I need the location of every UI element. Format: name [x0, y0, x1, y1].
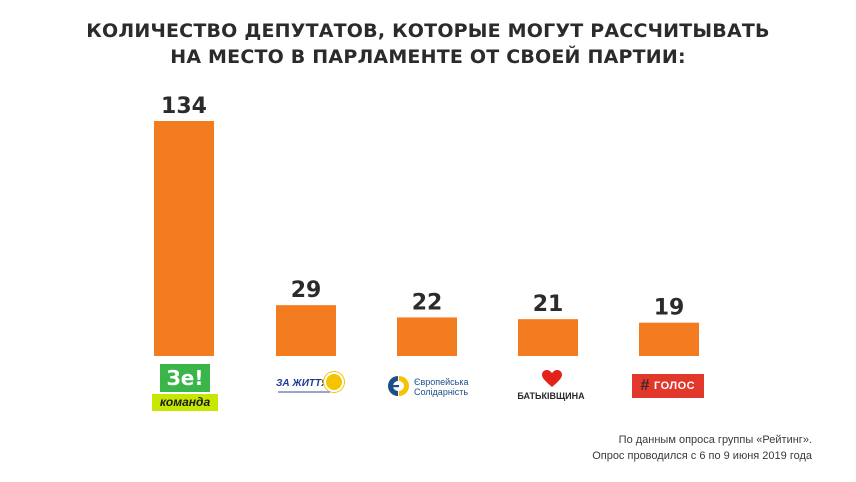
bar-5 — [639, 322, 699, 356]
bar-3 — [397, 317, 457, 356]
chart-title-line-1: КОЛИЧЕСТВО ДЕПУТАТОВ, КОТОРЫЕ МОГУТ РАСС… — [86, 20, 770, 42]
logo-batkivshchyna-text: БАТЬКІВЩИНА — [517, 391, 585, 401]
chart-title: КОЛИЧЕСТВО ДЕПУТАТОВ, КОТОРЫЕ МОГУТ РАСС… — [0, 18, 856, 70]
bar-value-label-2: 29 — [291, 278, 322, 303]
source-note-line-1: По данным опроса группы «Рейтинг». — [618, 434, 812, 446]
logo-es-line-2: Солідарність — [414, 387, 469, 397]
hash-icon: # — [640, 377, 650, 394]
bar-1 — [154, 121, 214, 356]
logo-golos: # ГОЛОС — [632, 374, 704, 398]
bar-value-label-3: 22 — [412, 290, 443, 315]
logo-ze-komanda: Зе! команда — [152, 364, 218, 412]
source-note: По данным опроса группы «Рейтинг». Опрос… — [592, 432, 812, 464]
logo-za-zhyttya: ЗА ЖИТТЯ! — [276, 372, 342, 402]
chart-title-line-2: НА МЕСТО В ПАРЛАМЕНТЕ ОТ СВОЕЙ ПАРТИИ: — [170, 46, 686, 68]
sun-icon — [326, 374, 342, 390]
heart-icon — [542, 370, 562, 387]
bar-value-label-5: 19 — [654, 296, 685, 321]
source-note-line-2: Опрос проводился с 6 по 9 июня 2019 года — [592, 450, 812, 462]
bar-2 — [276, 305, 336, 356]
bar-value-label-4: 21 — [533, 292, 564, 317]
bar-4 — [518, 319, 578, 356]
logo-ze-bottom: команда — [152, 394, 218, 411]
logo-za-zhyttya-underline — [278, 391, 330, 393]
logo-batkivshchyna: БАТЬКІВЩИНА — [516, 370, 586, 402]
logo-golos-text: ГОЛОС — [654, 380, 696, 392]
logo-evropeyska-solidarnist: Європейська Солідарність — [386, 372, 470, 400]
es-mark-icon — [388, 376, 409, 396]
bar-value-label-1: 134 — [161, 94, 207, 119]
logo-ze-top: Зе! — [160, 364, 210, 392]
logo-es-line-1: Європейська — [414, 377, 469, 387]
logo-za-zhyttya-text: ЗА ЖИТТЯ! — [276, 378, 332, 389]
